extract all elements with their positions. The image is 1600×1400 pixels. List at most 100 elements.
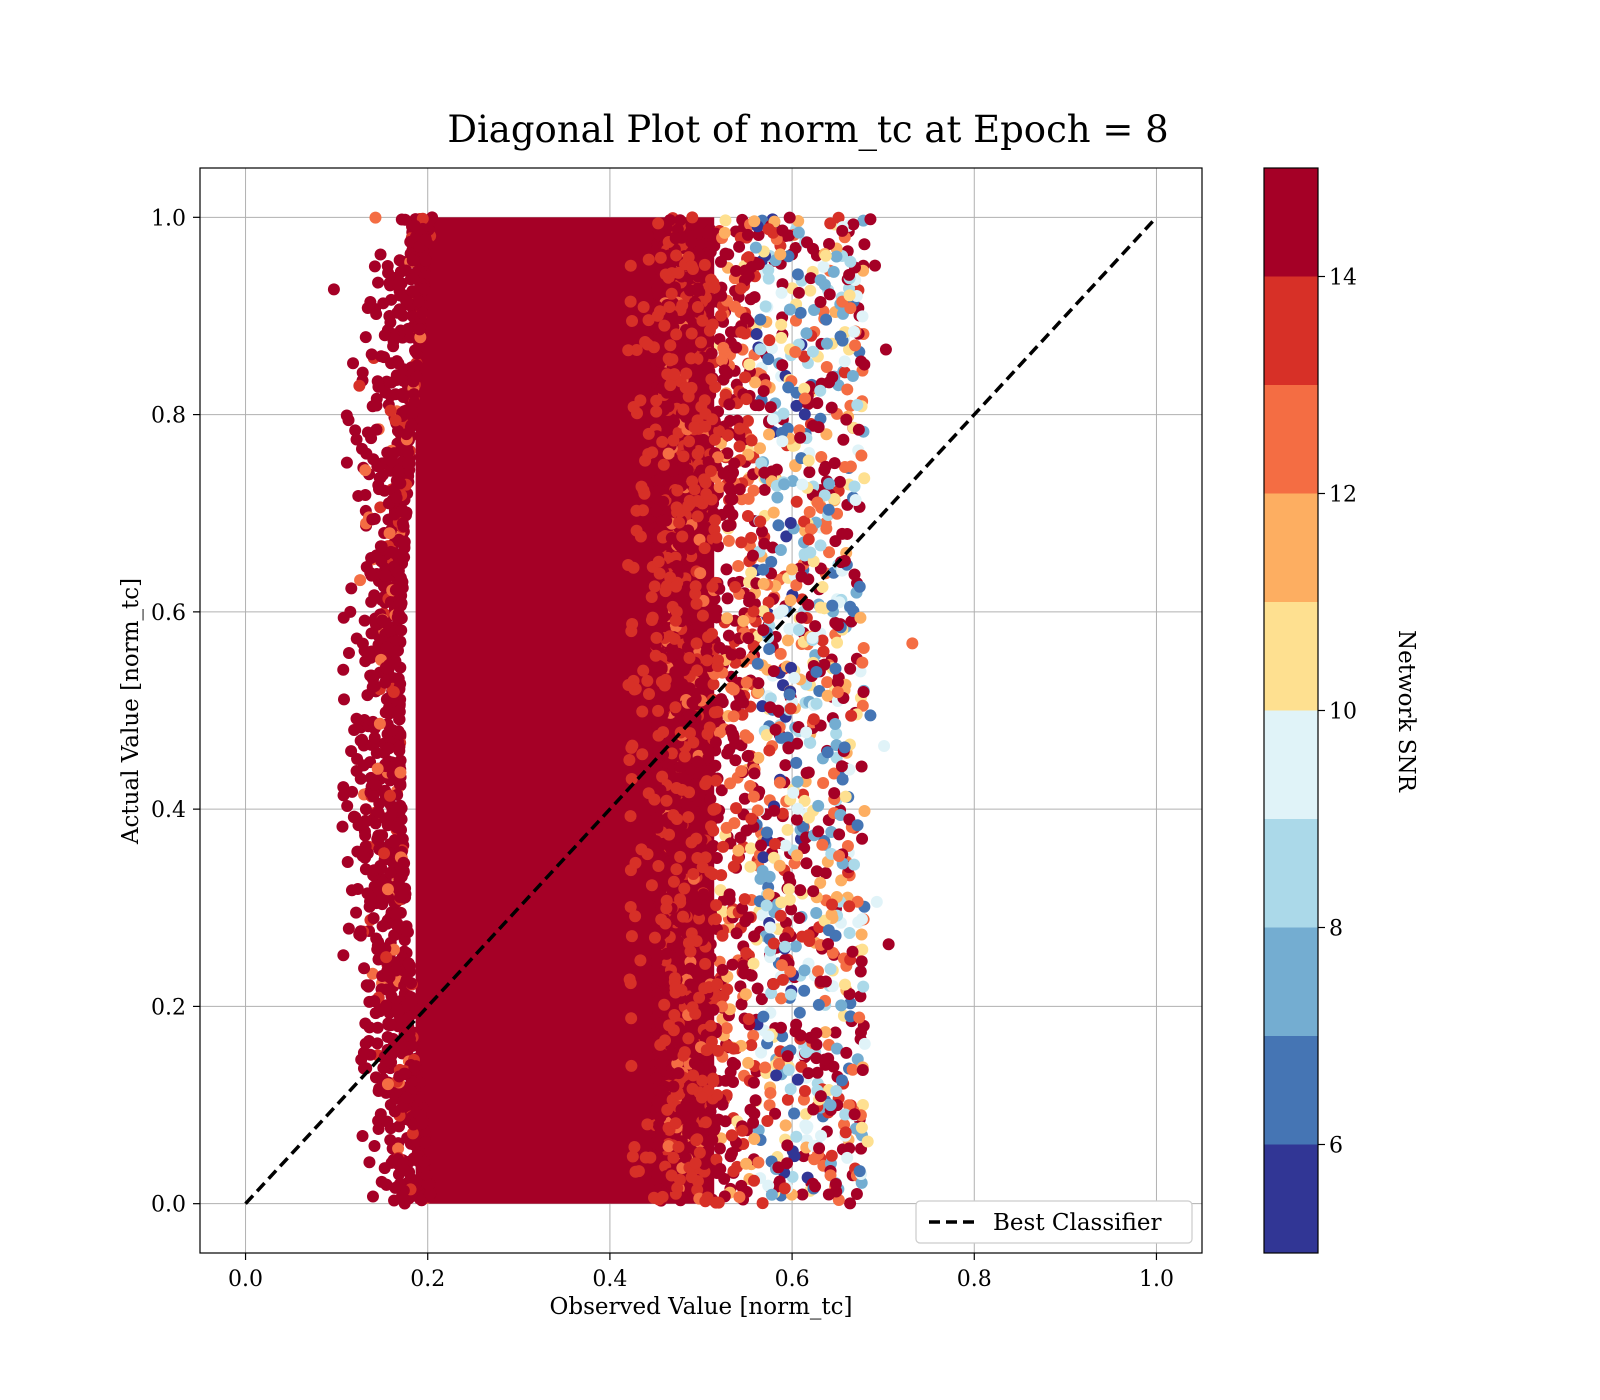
scatter-point bbox=[804, 272, 817, 285]
scatter-point bbox=[376, 892, 389, 905]
scatter-point bbox=[791, 1073, 804, 1086]
scatter-point bbox=[841, 1151, 854, 1164]
scatter-point bbox=[811, 965, 824, 978]
scatter-point bbox=[762, 611, 775, 624]
scatter-point bbox=[767, 665, 780, 678]
scatter-point bbox=[798, 794, 811, 807]
scatter-point bbox=[779, 940, 792, 953]
scatter-point bbox=[708, 239, 721, 252]
scatter-point bbox=[659, 268, 672, 281]
scatter-point bbox=[413, 323, 426, 336]
scatter-point bbox=[696, 609, 709, 622]
scatter-point bbox=[802, 533, 815, 546]
scatter-point bbox=[856, 1063, 869, 1076]
scatter-point bbox=[405, 419, 418, 432]
colorbar bbox=[1263, 167, 1319, 1254]
scatter-point bbox=[839, 1126, 852, 1139]
scatter-point bbox=[740, 824, 753, 837]
scatter-point bbox=[663, 301, 676, 314]
scatter-point bbox=[625, 741, 638, 754]
scatter-point bbox=[625, 930, 638, 943]
scatter-point bbox=[752, 751, 765, 764]
scatter-point bbox=[402, 322, 415, 335]
scatter-point bbox=[817, 777, 830, 790]
x-tick-label: 0.6 bbox=[775, 1267, 810, 1292]
scatter-point bbox=[807, 885, 820, 898]
scatter-point bbox=[747, 1029, 760, 1042]
scatter-point bbox=[665, 531, 678, 544]
scatter-point bbox=[725, 1147, 738, 1160]
scatter-point bbox=[679, 381, 692, 394]
scatter-point bbox=[634, 954, 647, 967]
scatter-point bbox=[822, 938, 835, 951]
scatter-point bbox=[372, 380, 385, 393]
scatter-point bbox=[848, 568, 861, 581]
scatter-point bbox=[646, 611, 659, 624]
scatter-point bbox=[776, 359, 789, 372]
scatter-point bbox=[687, 868, 700, 881]
scatter-point bbox=[798, 984, 811, 997]
scatter-point bbox=[677, 910, 690, 923]
scatter-point bbox=[348, 724, 361, 737]
scatter-point bbox=[393, 744, 406, 757]
scatter-point bbox=[670, 501, 683, 514]
outlier-point bbox=[906, 637, 919, 650]
scatter-point bbox=[760, 728, 773, 741]
scatter-point bbox=[769, 1107, 782, 1120]
scatter-point bbox=[650, 955, 663, 968]
scatter-point bbox=[699, 1195, 712, 1208]
scatter-point bbox=[844, 460, 857, 473]
scatter-point bbox=[816, 581, 829, 594]
scatter-point bbox=[699, 957, 712, 970]
scatter-point bbox=[758, 483, 771, 496]
scatter-point bbox=[389, 414, 402, 427]
scatter-point bbox=[790, 813, 803, 826]
scatter-point bbox=[667, 1048, 680, 1061]
scatter-point bbox=[669, 1117, 682, 1130]
scatter-point bbox=[372, 1122, 385, 1135]
scatter-point bbox=[662, 1140, 675, 1153]
scatter-point bbox=[724, 326, 737, 339]
scatter-point bbox=[804, 284, 817, 297]
scatter-point bbox=[390, 821, 403, 834]
scatter-point bbox=[665, 747, 678, 760]
scatter-point bbox=[787, 786, 800, 799]
scatter-point bbox=[641, 338, 654, 351]
scatter-point bbox=[793, 1006, 806, 1019]
scatter-point bbox=[728, 817, 741, 830]
scatter-point bbox=[682, 1032, 695, 1045]
scatter-point bbox=[837, 433, 850, 446]
scatter-point bbox=[683, 435, 696, 448]
scatter-point bbox=[367, 790, 380, 803]
scatter-point bbox=[416, 212, 429, 225]
scatter-point bbox=[733, 240, 746, 253]
scatter-point bbox=[782, 883, 795, 896]
scatter-point bbox=[755, 1046, 768, 1059]
scatter-point bbox=[624, 900, 637, 913]
scatter-point bbox=[402, 957, 415, 970]
scatter-point bbox=[359, 464, 372, 477]
scatter-point bbox=[381, 1030, 394, 1043]
scatter-point bbox=[665, 844, 678, 857]
scatter-point bbox=[660, 580, 673, 593]
scatter-point bbox=[660, 399, 673, 412]
scatter-point bbox=[726, 508, 739, 521]
scatter-point bbox=[701, 226, 714, 239]
scatter-point bbox=[397, 391, 410, 404]
scatter-point bbox=[705, 373, 718, 386]
scatter-point bbox=[382, 742, 395, 755]
scatter-point bbox=[845, 709, 858, 722]
scatter-point bbox=[828, 493, 841, 506]
scatter-point bbox=[810, 665, 823, 678]
scatter-point bbox=[340, 409, 353, 422]
scatter-point bbox=[762, 272, 775, 285]
scatter-point bbox=[375, 350, 388, 363]
scatter-point bbox=[676, 530, 689, 543]
scatter-point bbox=[658, 679, 671, 692]
scatter-point bbox=[818, 1053, 831, 1066]
scatter-point bbox=[685, 1171, 698, 1184]
scatter-point bbox=[789, 346, 802, 359]
scatter-point bbox=[727, 710, 740, 723]
scatter-point bbox=[692, 620, 705, 633]
scatter-point bbox=[372, 806, 385, 819]
